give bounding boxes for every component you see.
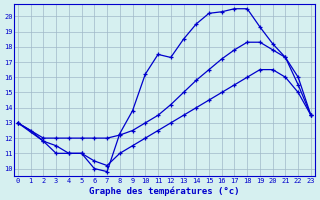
X-axis label: Graphe des températures (°c): Graphe des températures (°c) [89, 186, 240, 196]
